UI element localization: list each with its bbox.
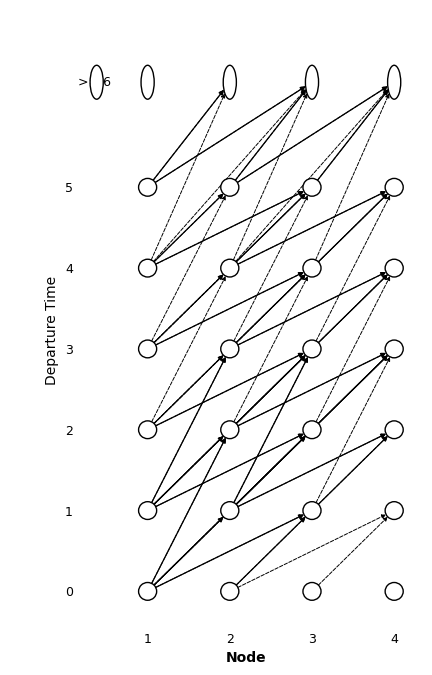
Ellipse shape (388, 65, 401, 99)
Text: >= 6: >= 6 (78, 76, 111, 88)
Circle shape (139, 178, 157, 196)
Ellipse shape (141, 65, 154, 99)
Circle shape (385, 583, 403, 600)
Circle shape (385, 340, 403, 358)
Circle shape (303, 421, 321, 439)
Ellipse shape (305, 65, 318, 99)
Circle shape (303, 259, 321, 277)
Circle shape (139, 421, 157, 439)
Circle shape (139, 502, 157, 520)
Circle shape (303, 178, 321, 196)
Circle shape (385, 502, 403, 520)
Circle shape (221, 421, 239, 439)
Circle shape (139, 340, 157, 358)
Circle shape (139, 259, 157, 277)
Circle shape (221, 583, 239, 600)
Circle shape (385, 421, 403, 439)
Circle shape (385, 259, 403, 277)
Ellipse shape (223, 65, 236, 99)
X-axis label: Node: Node (226, 651, 267, 665)
Circle shape (221, 502, 239, 520)
Circle shape (221, 340, 239, 358)
Ellipse shape (90, 65, 103, 99)
Y-axis label: Departure Time: Departure Time (45, 276, 59, 385)
Circle shape (303, 340, 321, 358)
Circle shape (221, 178, 239, 196)
Circle shape (139, 583, 157, 600)
Circle shape (303, 502, 321, 520)
Circle shape (385, 178, 403, 196)
Circle shape (303, 583, 321, 600)
Circle shape (221, 259, 239, 277)
